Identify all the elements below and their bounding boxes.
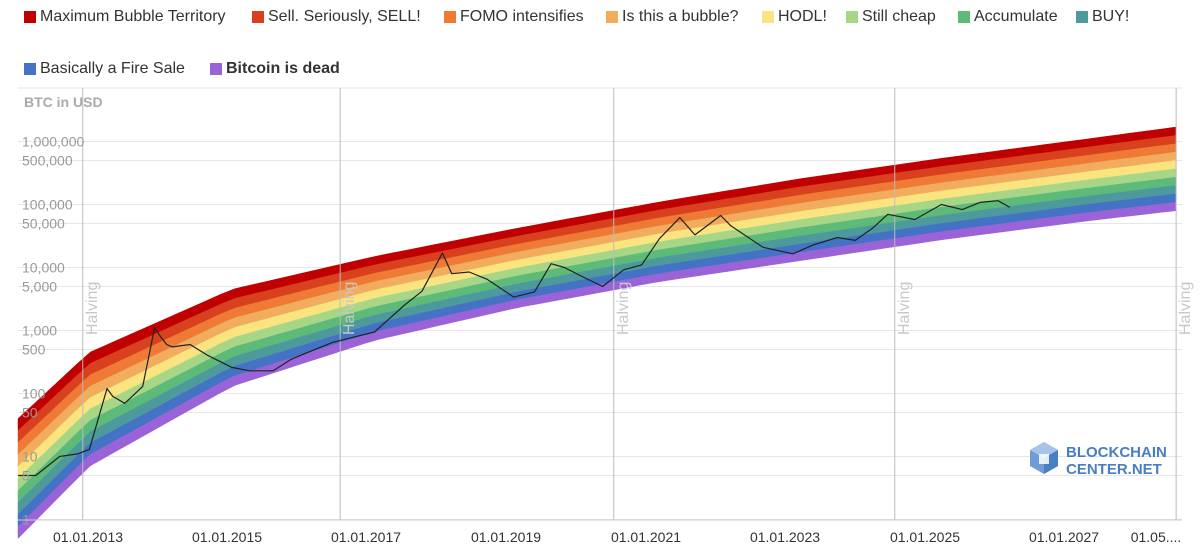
y-tick-label: 50 <box>22 405 38 421</box>
y-tick-label: 5,000 <box>22 279 57 295</box>
x-tick-label: 01.05.... <box>1131 529 1182 545</box>
y-tick-label: 100,000 <box>22 197 73 213</box>
halving-lines: Halving Halving Halving Halving Halving <box>82 88 1194 520</box>
blockchain-center-logo: BLOCKCHAIN CENTER.NET <box>1030 442 1167 478</box>
x-tick-label: 01.01.2023 <box>750 529 820 545</box>
x-tick-label: 01.01.2021 <box>611 529 681 545</box>
legend-item[interactable]: FOMO intensifies <box>444 8 584 26</box>
legend-label: FOMO intensifies <box>460 8 584 25</box>
legend-item[interactable]: Accumulate <box>958 8 1058 26</box>
legend-item[interactable]: Basically a Fire Sale <box>24 60 185 78</box>
legend-swatch <box>24 63 36 75</box>
y-tick-label: 10,000 <box>22 260 65 276</box>
legend-item[interactable]: HODL! <box>762 8 827 26</box>
y-tick-label: 5 <box>22 468 30 484</box>
legend-swatch <box>252 11 264 23</box>
y-tick-label: 1,000 <box>22 323 57 339</box>
price-series <box>18 200 1011 477</box>
legend-item[interactable]: BUY! <box>1076 8 1129 26</box>
legend-label: HODL! <box>778 8 827 25</box>
logo-line2: CENTER.NET <box>1066 461 1162 478</box>
halving-label: Halving <box>615 282 632 335</box>
legend-label: Basically a Fire Sale <box>40 60 185 77</box>
legend-label: Sell. Seriously, SELL! <box>268 8 421 25</box>
x-tick-label: 01.01.2013 <box>53 529 123 545</box>
legend-swatch <box>958 11 970 23</box>
y-axis-ticks: 1,000,000 500,000 100,000 50,000 10,000 5,000… <box>22 134 84 528</box>
legend-swatch <box>444 11 456 23</box>
cube-logo-icon <box>1030 442 1058 474</box>
legend-swatch <box>606 11 618 23</box>
legend-label: Bitcoin is dead <box>226 60 340 77</box>
rainbow-bands <box>17 126 1177 540</box>
legend-label: Accumulate <box>974 8 1058 25</box>
halving-label: Halving <box>1177 282 1194 335</box>
legend-label: BUY! <box>1092 8 1130 25</box>
legend-swatch <box>762 11 774 23</box>
legend-label: Still cheap <box>862 8 936 25</box>
x-tick-label: 01.01.2025 <box>890 529 960 545</box>
legend-swatch <box>846 11 858 23</box>
logo-line1: BLOCKCHAIN <box>1066 444 1167 461</box>
legend-item[interactable]: Maximum Bubble Territory <box>24 8 226 26</box>
price-line <box>18 200 1011 477</box>
halving-label: Halving <box>896 282 913 335</box>
y-tick-label: 500 <box>22 342 46 358</box>
y-axis-title: BTC in USD <box>24 94 103 110</box>
x-tick-label: 01.01.2019 <box>471 529 541 545</box>
halving-label: Halving <box>341 282 358 335</box>
x-tick-label: 01.01.2015 <box>192 529 262 545</box>
legend-item[interactable]: Sell. Seriously, SELL! <box>252 8 421 26</box>
legend-label: Maximum Bubble Territory <box>40 8 226 25</box>
legend-item[interactable]: Still cheap <box>846 8 936 26</box>
y-tick-label: 50,000 <box>22 216 65 232</box>
halving-label: Halving <box>84 282 101 335</box>
y-tick-label: 1,000,000 <box>22 134 84 150</box>
y-tick-label: 100 <box>22 386 46 402</box>
legend-swatch <box>24 11 36 23</box>
y-tick-label: 10 <box>22 449 38 465</box>
legend-swatch <box>1076 11 1088 23</box>
legend-swatch <box>210 63 222 75</box>
legend-item[interactable]: Is this a bubble? <box>606 8 739 26</box>
y-tick-label: 500,000 <box>22 153 73 169</box>
legend-label: Is this a bubble? <box>622 8 739 25</box>
x-axis-ticks: 01.01.2013 01.01.2015 01.01.2017 01.01.2019… <box>53 529 1181 545</box>
x-tick-label: 01.01.2027 <box>1029 529 1099 545</box>
x-tick-label: 01.01.2017 <box>331 529 401 545</box>
legend-item[interactable]: Bitcoin is dead <box>210 60 340 78</box>
